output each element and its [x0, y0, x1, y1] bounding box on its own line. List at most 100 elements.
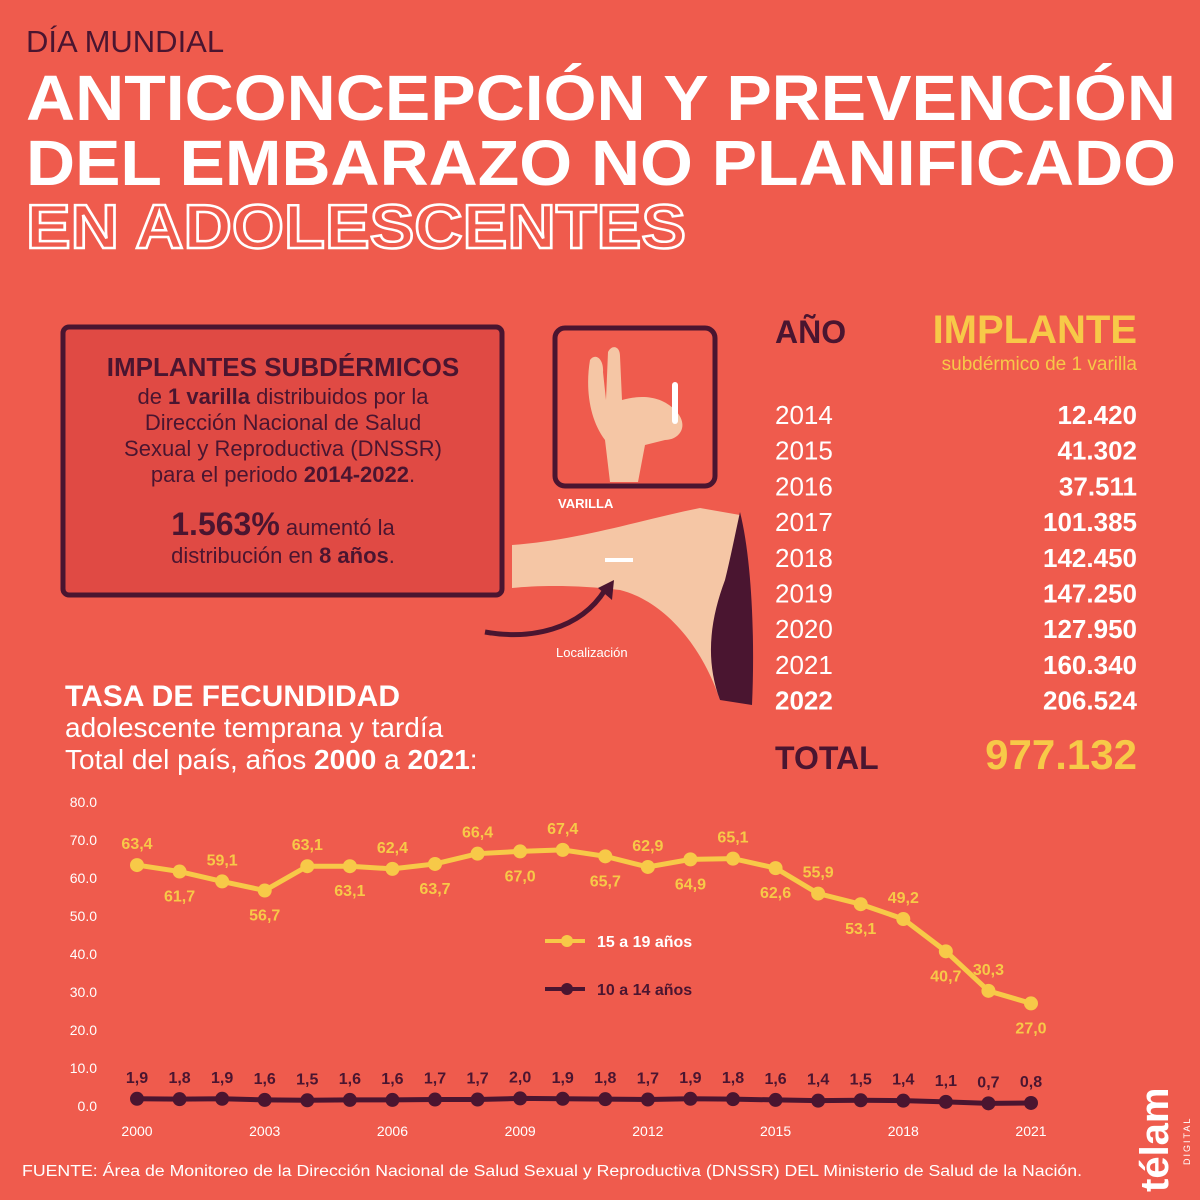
y-tick-label: 40.0: [70, 946, 97, 962]
point: [385, 861, 400, 876]
title-line: DEL EMBARAZO NO PLANIFICADO: [26, 127, 1176, 199]
data-label: 65,7: [590, 873, 621, 890]
point: [470, 1092, 485, 1107]
data-label: 1,7: [424, 1071, 446, 1088]
point: [896, 1093, 911, 1108]
point: [130, 1091, 144, 1106]
table-value: 127.950: [1043, 614, 1137, 644]
implant: [605, 558, 633, 562]
logo-sub: DIGITAL: [1182, 1117, 1192, 1165]
point: [768, 861, 783, 876]
series-line: [136, 847, 1032, 1006]
y-tick-label: 0.0: [78, 1098, 98, 1114]
data-label: 1,8: [722, 1070, 744, 1087]
point: [811, 1093, 826, 1108]
kicker: DÍA MUNDIAL: [26, 24, 224, 59]
data-label: 63,1: [292, 837, 323, 854]
y-tick-label: 30.0: [70, 984, 97, 1000]
data-label: 49,2: [888, 890, 919, 907]
table-value: 206.524: [1043, 686, 1138, 716]
table-value: 41.302: [1057, 436, 1137, 466]
line-chart: 0.0 10.0 20.0 30.0 40.0 50.0 60.0 70.0 80.0 2000 2…: [70, 794, 1047, 1139]
x-tick-label: 2006: [377, 1123, 408, 1139]
point: [853, 1093, 868, 1108]
data-label: 1,9: [126, 1070, 148, 1087]
point: [215, 1091, 230, 1106]
info-line: Dirección Nacional de Salud: [145, 410, 421, 435]
data-label: 0,7: [977, 1074, 999, 1091]
info-line: para el periodo 2014-2022.: [151, 462, 415, 487]
title-outline: EN ADOLESCENTES: [26, 193, 686, 262]
table-value: 37.511: [1059, 471, 1137, 501]
top: [710, 512, 754, 705]
legend-dot: [561, 935, 573, 947]
point: [513, 1091, 528, 1106]
table-year: 2021: [775, 650, 833, 680]
data-label: 1,9: [211, 1070, 233, 1087]
data-label: 62,4: [377, 840, 408, 857]
x-tick-label: 2003: [249, 1123, 280, 1139]
point: [428, 856, 442, 871]
point: [300, 859, 315, 874]
data-label: 53,1: [845, 921, 876, 938]
x-tick-label: 2000: [121, 1123, 152, 1139]
table-value: 142.450: [1043, 543, 1137, 573]
y-tick-label: 20.0: [70, 1022, 97, 1038]
data-label: 63,7: [419, 881, 450, 898]
table-year: 2018: [775, 543, 833, 573]
data-label: 1,4: [892, 1072, 914, 1089]
table-total-label: TOTAL: [775, 740, 879, 776]
point: [555, 1091, 570, 1106]
point: [726, 851, 740, 866]
data-label: 27,0: [1015, 1020, 1046, 1037]
point: [1024, 996, 1038, 1011]
point: [342, 1092, 357, 1107]
table-year: 2020: [775, 614, 833, 644]
point: [683, 852, 698, 867]
x-tick-label: 2021: [1015, 1123, 1046, 1139]
point: [1024, 1095, 1038, 1110]
point: [640, 859, 655, 874]
data-label: 1,5: [850, 1071, 872, 1088]
data-label: 1,6: [381, 1071, 403, 1088]
table-value: 101.385: [1043, 507, 1137, 537]
logo: télam: [1133, 1088, 1177, 1193]
info-line: distribución en 8 años.: [171, 543, 395, 568]
point: [683, 1091, 698, 1106]
table-year: 2016: [775, 471, 833, 501]
point: [768, 1092, 783, 1107]
data-label: 64,9: [675, 876, 706, 893]
data-label: 40,7: [930, 968, 961, 985]
point: [513, 844, 528, 859]
data-label: 1,8: [168, 1070, 190, 1087]
table-total-value: 977.132: [985, 731, 1137, 778]
point: [938, 1094, 953, 1109]
data-label: 56,7: [249, 908, 280, 925]
point: [853, 897, 868, 912]
location-label: Localización: [556, 645, 628, 660]
arrow: [484, 588, 608, 637]
arrow-head: [598, 580, 614, 600]
point: [172, 864, 187, 879]
legend-label: 10 a 14 años: [597, 982, 692, 999]
point: [257, 883, 272, 898]
y-tick-label: 80.0: [70, 794, 97, 810]
data-label: 1,8: [594, 1070, 616, 1087]
data-label: 61,7: [164, 889, 195, 906]
data-label: 1,4: [807, 1072, 829, 1089]
point: [811, 886, 826, 901]
chart-subtitle: Total del país, años 2000 a 2021:: [65, 744, 478, 775]
data-label: 63,1: [334, 883, 365, 900]
rod-label: VARILLA: [558, 496, 614, 511]
chart-subtitle: adolescente temprana y tardía: [65, 712, 444, 743]
data-label: 65,1: [717, 830, 748, 847]
data-label: 1,9: [679, 1070, 701, 1087]
info-box: [60, 324, 505, 598]
arm: [512, 508, 743, 700]
point: [598, 1092, 613, 1107]
data-label: 62,6: [760, 885, 791, 902]
point: [385, 1092, 400, 1107]
point: [428, 1092, 442, 1107]
